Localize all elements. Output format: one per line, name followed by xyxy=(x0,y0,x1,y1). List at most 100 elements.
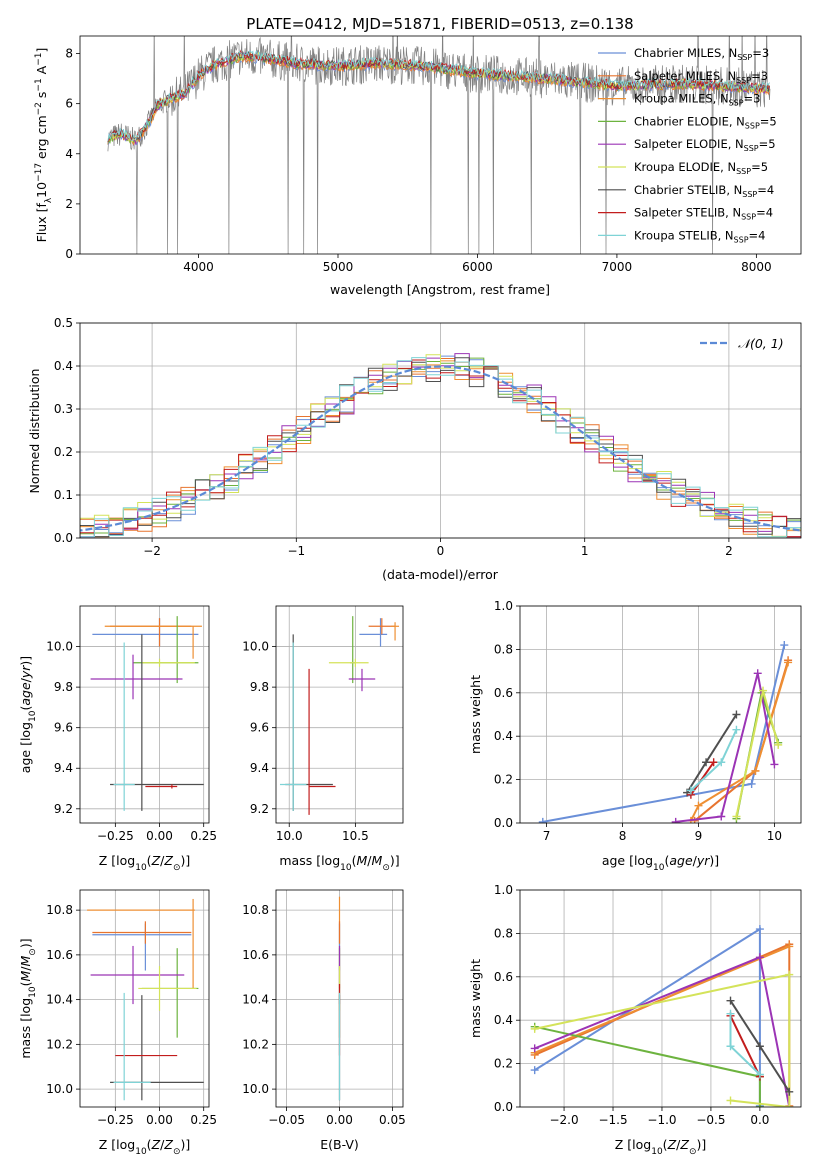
y-tick-label: 9.6 xyxy=(250,721,269,735)
label-part: 10 xyxy=(651,1147,663,1157)
label-part: / xyxy=(693,853,698,868)
y-tick-label: 10.8 xyxy=(46,903,73,917)
label-part: age [log xyxy=(18,722,33,773)
y-axis-label: Normed distribution xyxy=(27,369,42,494)
legend-suffix: =3 xyxy=(752,46,769,60)
y-tick-label: 10.0 xyxy=(46,1082,73,1096)
label-part: / xyxy=(676,1137,681,1152)
legend-suffix: =3 xyxy=(744,92,761,106)
x-axis-label: (data-model)/error xyxy=(382,567,499,582)
label-part: )] xyxy=(18,938,33,948)
label-part: / xyxy=(18,966,33,971)
label-part: erg cm xyxy=(34,115,49,163)
data-point-marker xyxy=(751,766,760,775)
label-part: Z xyxy=(679,1137,689,1152)
label-part: Z xyxy=(667,1137,677,1152)
legend-sub: SSP xyxy=(741,213,756,222)
x-tick-label: 2 xyxy=(725,544,733,558)
label-part: Z [log xyxy=(615,1137,651,1152)
data-point-marker xyxy=(755,953,764,962)
y-tick-label: 0.3 xyxy=(54,402,73,416)
y-tick-label: 10.8 xyxy=(242,903,269,917)
y-axis-label: mass weight xyxy=(468,675,483,754)
x-tick-label: 10 xyxy=(767,829,782,843)
label-part: 10 xyxy=(653,863,665,873)
legend-entry: Salpeter ELODIE, NSSP=5 xyxy=(634,137,776,153)
label-part: )] xyxy=(709,853,719,868)
label-part: 10 xyxy=(28,986,38,998)
x-tick-label: 4000 xyxy=(183,260,214,274)
data-point-marker xyxy=(538,817,547,823)
data-point-marker xyxy=(785,1087,794,1096)
y-tick-label: 9.2 xyxy=(54,802,73,816)
y-tick-label: 4 xyxy=(65,147,73,161)
label-part: ⊙ xyxy=(689,1147,697,1157)
plot-area xyxy=(87,898,204,1101)
series-line xyxy=(534,945,790,1054)
x-tick-label: −2.0 xyxy=(549,1113,578,1127)
y-tick-label: 10.4 xyxy=(242,993,269,1007)
plot-area xyxy=(530,925,794,1107)
label-part: ( xyxy=(18,982,33,987)
model-spectrum-line xyxy=(107,50,770,142)
legend-sub: SSP xyxy=(745,121,760,130)
x-tick-label: 8 xyxy=(619,829,627,843)
legend-suffix: =5 xyxy=(759,137,776,151)
data-point-marker xyxy=(785,1103,794,1107)
x-axis-label: E(B-V) xyxy=(320,1137,359,1152)
series-line xyxy=(675,673,776,823)
label-part: )] xyxy=(180,1137,190,1152)
label-part: age xyxy=(669,853,693,868)
gaussian-curve xyxy=(80,365,801,532)
legend-label: Salpeter STELIB, N xyxy=(634,206,741,220)
label-part: ( xyxy=(664,853,669,868)
label-part: age [log xyxy=(602,853,653,868)
x-axis-label: mass [log10(M/M⊙)] xyxy=(279,853,399,873)
axes-frame xyxy=(79,322,802,539)
y-tick-label: 10.4 xyxy=(46,993,73,1007)
y-tick-label: 0.8 xyxy=(494,926,513,940)
label-part: −1 xyxy=(34,78,44,91)
data-point-marker xyxy=(780,641,789,650)
label-part: mass weight xyxy=(468,675,483,754)
data-point-marker xyxy=(717,758,726,767)
data-point-marker xyxy=(702,758,711,767)
panel-age-vs-Z: −0.25 0.00 0.259.29.49.69.810.0Z [log10(Z/… xyxy=(18,605,217,873)
x-tick-label: 1 xyxy=(581,544,589,558)
y-tick-label: 10.0 xyxy=(242,640,269,654)
data-point-marker xyxy=(726,1042,735,1051)
y-tick-label: 0.6 xyxy=(494,970,513,984)
y-tick-label: 0.6 xyxy=(494,686,513,700)
label-part: / xyxy=(160,1137,165,1152)
legend-label: Chabrier MILES, N xyxy=(634,46,737,60)
y-tick-label: 9.2 xyxy=(250,802,269,816)
y-tick-label: 0.2 xyxy=(494,1057,513,1071)
plot-area xyxy=(279,616,400,815)
label-part: ⊙ xyxy=(173,863,181,873)
label-part: 10 xyxy=(34,182,49,198)
label-part: ⊙ xyxy=(28,948,38,956)
label-part: mass [log xyxy=(279,853,340,868)
label-part: ( xyxy=(352,853,357,868)
y-tick-label: 9.8 xyxy=(54,680,73,694)
legend-label: Kroupa ELODIE, N xyxy=(634,160,736,174)
histogram-step xyxy=(80,357,801,538)
y-tick-label: 10.2 xyxy=(242,1037,269,1051)
x-tick-label: 7 xyxy=(543,829,551,843)
x-tick-label: 0.00 xyxy=(146,1113,173,1127)
x-tick-label: 8000 xyxy=(741,260,772,274)
y-tick-label: 0.8 xyxy=(494,642,513,656)
label-part: Flux [f xyxy=(34,203,49,243)
legend-label: Chabrier STELIB, N xyxy=(634,183,742,197)
label-part: Z [log xyxy=(99,1137,135,1152)
data-point-marker xyxy=(671,817,680,823)
label-part: age xyxy=(18,682,33,706)
legend-sub: SSP xyxy=(736,76,751,85)
data-point-marker xyxy=(726,1096,735,1105)
data-point-marker xyxy=(785,942,794,951)
legend-label: Kroupa STELIB, N xyxy=(634,228,734,242)
data-point-marker xyxy=(530,1024,539,1033)
data-point-marker xyxy=(747,779,756,788)
y-tick-label: 0.4 xyxy=(54,359,73,373)
